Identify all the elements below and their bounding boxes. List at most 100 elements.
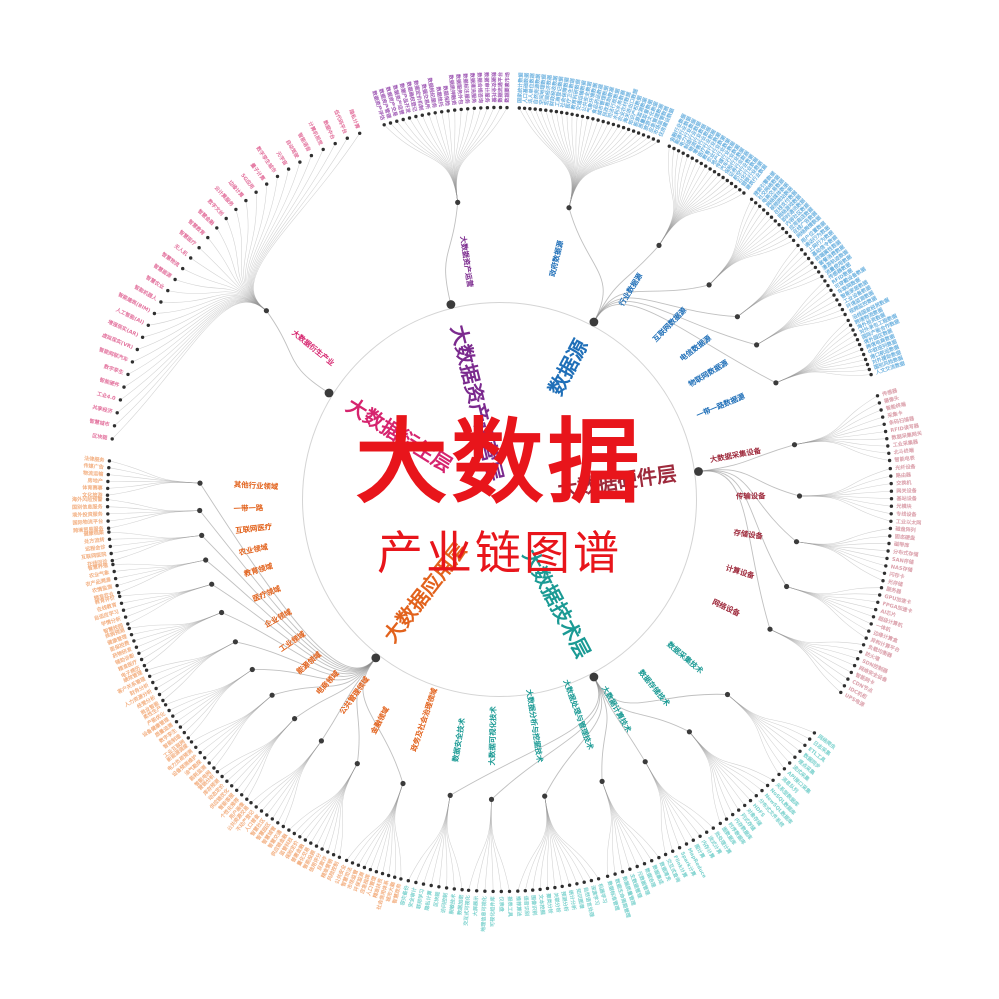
sub-branch-label: 大数据可视化技术 — [487, 706, 498, 766]
leaf-node-label: 人口基础数据 — [522, 73, 531, 104]
leaf-node-label: 国家统计数据 — [516, 72, 525, 103]
leaf-node-label: 联邦学习 — [415, 888, 426, 909]
leaf-node-label: 5G应用 — [239, 172, 256, 190]
leaf-node-label: 统计分析 — [567, 888, 578, 910]
sub-branch-label: 大数据分析与挖掘技术 — [525, 689, 545, 764]
leaf-node-label: 边缘计算 — [226, 178, 245, 199]
leaf-node-label: 国别信息服务 — [72, 503, 104, 511]
branch-label-technology[interactable]: 大数据技术层 — [518, 545, 596, 662]
leaf-node-label: 大屏展示 — [472, 896, 480, 917]
leaf-node-label: 数据要素市场 — [504, 72, 512, 103]
leaf-node-label: 北斗终端 — [893, 447, 914, 456]
branch-label-data-source[interactable]: 数据源 — [543, 335, 592, 399]
leaf-node-label: 物流运输 — [83, 470, 105, 478]
leaf-node-label: 量子计算 — [249, 162, 267, 183]
leaf-node-label: 深度学习 — [589, 885, 601, 906]
sub-branch-label: 大数据衍生产业 — [290, 328, 336, 368]
leaf-node-label: 数据审计服务 — [483, 72, 491, 104]
leaf-node-label: 数据信托 — [435, 86, 445, 108]
leaf-node-label: 传媒广告 — [82, 462, 104, 471]
leaf-node-label: 房地产 — [86, 477, 103, 485]
sub-branch-label: 政府数据源 — [548, 239, 565, 278]
branch-label-asset-operation[interactable]: 大数据资产运营层 — [446, 323, 508, 484]
sub-branch-label: 存储设备 — [733, 528, 764, 541]
leaf-node-label: 知识图谱 — [574, 888, 585, 909]
leaf-node-label: 仪表盘 — [498, 895, 505, 911]
leaf-node-label: 健康档案 — [83, 529, 105, 538]
leaf-node-label: 农业气象 — [88, 569, 111, 580]
leaf-node-label: 数字文创 — [206, 198, 225, 217]
leaf-node-label: 自动驾驶 — [284, 138, 301, 160]
leaf-node-label: 可视化组件库 — [489, 896, 496, 927]
sub-branch-label: 物联网数据源 — [687, 358, 730, 389]
sub-branch-label: 农业领域 — [237, 542, 269, 557]
leaf-node-label: 服务器 — [886, 585, 903, 595]
leaf-node-label: 报表工具 — [506, 896, 514, 917]
leaf-node-label: 访问控制 — [440, 892, 450, 913]
leaf-node-label: AI芯片 — [880, 608, 897, 619]
leaf-node-label: 磁盘阵列 — [894, 525, 916, 534]
leaf-node-label: 摄像头 — [883, 394, 900, 405]
leaf-node-label: 网关设备 — [896, 487, 917, 494]
leaf-node-label: 图像识别 — [530, 895, 539, 916]
sub-branch-label: 网络设备 — [711, 597, 742, 618]
leaf-node-label: 农情监测 — [91, 583, 113, 595]
leaf-node-label: 无人机 — [172, 242, 190, 258]
sub-branch-label: 医疗领域 — [251, 584, 282, 604]
leaf-node-label: 智慧城市 — [89, 418, 110, 429]
leaf-node-label: 关联分析 — [552, 892, 562, 913]
leaf-node-label: 境外投资服务 — [72, 511, 104, 519]
leaf-node-label: 路由器 — [896, 471, 913, 479]
leaf-node-label: 数据安全托管 — [490, 72, 497, 103]
leaf-node-label: 数字孪生 — [103, 363, 125, 376]
sub-branch-label: 互联网医疗 — [235, 522, 273, 535]
leaf-node-label: 机器学习 — [597, 883, 609, 904]
leaf-node-label: 法人单位数据 — [527, 73, 536, 104]
leaf-node-label: 智能网联汽车 — [98, 346, 129, 363]
sub-branch-label: 一带一路数据源 — [695, 391, 747, 420]
leaf-node-label: 互联网医院 — [81, 551, 108, 562]
leaf-node-label: 交互式可视化 — [462, 895, 471, 926]
leaf-node-label: 自然资源数据 — [532, 73, 542, 104]
leaf-node-label: 预测分析 — [560, 891, 570, 912]
leaf-node-label: 专线设备 — [896, 511, 918, 519]
leaf-node-label: 智能语音 — [296, 132, 312, 153]
leaf-node-label: 财政税收数据 — [548, 75, 559, 106]
leaf-node-label: 脱敏技术 — [448, 893, 457, 915]
branch-label-derivative[interactable]: 大数据衍生层 — [342, 393, 456, 477]
leaf-node-label: 语音识别 — [522, 895, 530, 916]
leaf-node-label: 数据质押融资 — [447, 74, 457, 105]
leaf-node-label: 共享经济 — [92, 404, 114, 416]
leaf-node-label: 工业4.0 — [96, 390, 117, 402]
leaf-node-label: 工商登记数据 — [554, 76, 565, 107]
leaf-node-label: 体育赛事 — [82, 484, 103, 492]
sub-branch-label: 一带一路 — [234, 503, 264, 513]
leaf-node-label: 工业采集器 — [892, 438, 919, 449]
leaf-node-label: 数据交易所 — [420, 83, 431, 109]
leaf-node-label: 光模块 — [895, 503, 912, 510]
branch-label-hardware[interactable]: 大数据硬件层 — [556, 461, 678, 501]
leaf-node-label: 智慧能源 — [152, 262, 174, 280]
leaf-node-label: 传感器 — [881, 387, 899, 398]
leaf-node-label: 文本挖掘 — [537, 894, 546, 915]
leaf-node-label: 元宇宙 — [275, 150, 289, 167]
leaf-node-label: 宏观经济数据 — [543, 75, 554, 106]
leaf-node-label: 精准农业 — [93, 590, 114, 602]
leaf-node-label: 数据加密 — [456, 894, 465, 915]
leaf-node-label: 数据保险 — [441, 85, 451, 107]
sub-branch-label: 政务及社会治理领域 — [409, 686, 439, 752]
sub-branch-label: 互联网数据源 — [651, 305, 689, 343]
sub-branch-label: 计算设备 — [725, 563, 756, 580]
sub-branch-label: 电商领域 — [314, 668, 341, 696]
leaf-node-label: 基站设备 — [895, 495, 917, 502]
branch-label-application[interactable]: 大数据应用层 — [379, 538, 472, 647]
leaf-node-label: 隐私计算 — [423, 890, 433, 911]
leaf-node-label: 法律服务 — [84, 455, 106, 464]
leaf-node-label: 交换机 — [896, 479, 912, 487]
leaf-node-label: 数据流通平台 — [497, 72, 504, 103]
leaf-node-label: 地理信息可视化 — [480, 896, 488, 932]
leaf-node-label: 固态硬盘 — [894, 533, 915, 542]
leaf-node-label: 数据中台 — [321, 119, 336, 140]
